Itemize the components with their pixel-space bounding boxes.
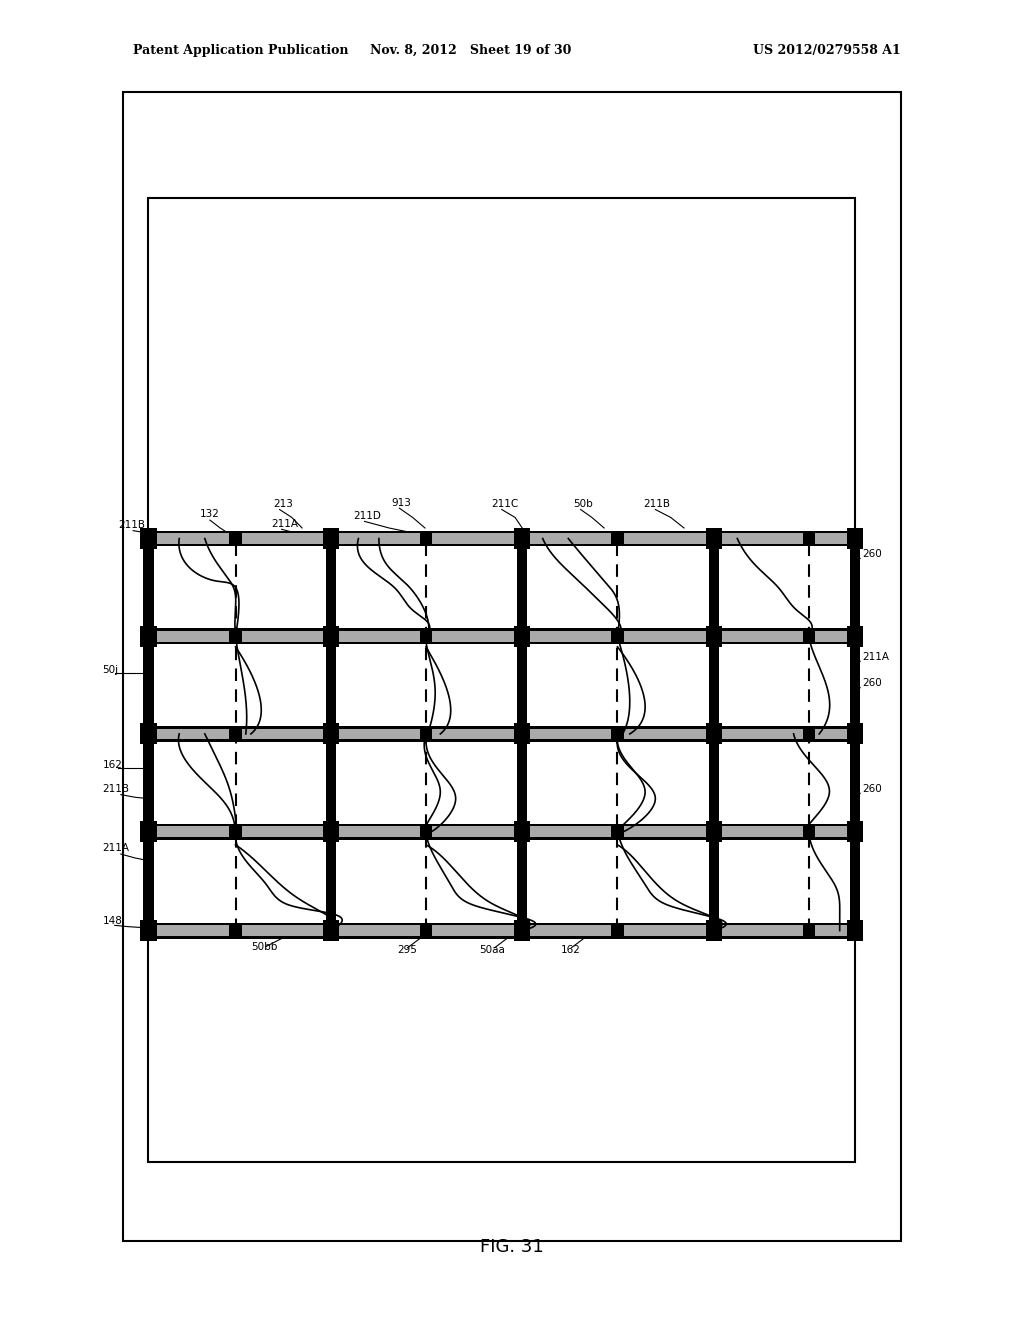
FancyBboxPatch shape <box>709 539 719 931</box>
Text: US 2012/0279558 A1: US 2012/0279558 A1 <box>754 44 901 57</box>
FancyBboxPatch shape <box>847 626 863 647</box>
FancyBboxPatch shape <box>140 723 157 744</box>
FancyBboxPatch shape <box>420 923 432 939</box>
FancyBboxPatch shape <box>229 923 242 939</box>
FancyBboxPatch shape <box>514 821 530 842</box>
Text: 213: 213 <box>273 499 293 510</box>
FancyBboxPatch shape <box>140 528 157 549</box>
FancyBboxPatch shape <box>140 920 157 941</box>
FancyBboxPatch shape <box>706 920 722 941</box>
FancyBboxPatch shape <box>706 821 722 842</box>
FancyBboxPatch shape <box>611 824 624 840</box>
FancyBboxPatch shape <box>803 824 815 840</box>
FancyBboxPatch shape <box>148 533 855 544</box>
FancyBboxPatch shape <box>326 539 336 931</box>
FancyBboxPatch shape <box>803 726 815 742</box>
Text: 211B: 211B <box>118 520 144 531</box>
Text: 211D: 211D <box>353 511 381 521</box>
FancyBboxPatch shape <box>847 821 863 842</box>
FancyBboxPatch shape <box>420 726 432 742</box>
FancyBboxPatch shape <box>706 528 722 549</box>
FancyBboxPatch shape <box>229 531 242 546</box>
Text: Nov. 8, 2012   Sheet 19 of 30: Nov. 8, 2012 Sheet 19 of 30 <box>371 44 571 57</box>
Text: 50bb: 50bb <box>251 942 278 953</box>
FancyBboxPatch shape <box>514 723 530 744</box>
Text: 211A: 211A <box>102 843 129 854</box>
FancyBboxPatch shape <box>611 923 624 939</box>
FancyBboxPatch shape <box>514 626 530 647</box>
Text: 211A: 211A <box>862 652 889 663</box>
FancyBboxPatch shape <box>229 726 242 742</box>
Text: Patent Application Publication: Patent Application Publication <box>133 44 348 57</box>
Text: 50aa: 50aa <box>479 945 505 956</box>
Text: 211B: 211B <box>643 499 670 510</box>
Text: 260: 260 <box>862 678 882 689</box>
FancyBboxPatch shape <box>420 628 432 644</box>
FancyBboxPatch shape <box>148 826 855 837</box>
FancyBboxPatch shape <box>148 631 855 642</box>
FancyBboxPatch shape <box>323 821 339 842</box>
FancyBboxPatch shape <box>847 920 863 941</box>
FancyBboxPatch shape <box>148 729 855 739</box>
Text: 211C: 211C <box>492 499 519 510</box>
Text: 913: 913 <box>391 498 411 508</box>
FancyBboxPatch shape <box>229 628 242 644</box>
FancyBboxPatch shape <box>803 628 815 644</box>
FancyBboxPatch shape <box>148 824 855 840</box>
Text: FIG. 31: FIG. 31 <box>480 1238 544 1257</box>
FancyBboxPatch shape <box>148 931 855 1162</box>
FancyBboxPatch shape <box>148 531 855 546</box>
FancyBboxPatch shape <box>323 626 339 647</box>
FancyBboxPatch shape <box>323 920 339 941</box>
FancyBboxPatch shape <box>514 920 530 941</box>
Text: 162: 162 <box>102 760 122 771</box>
Text: 260: 260 <box>862 784 882 795</box>
FancyBboxPatch shape <box>148 925 855 936</box>
Text: 211B: 211B <box>102 784 129 795</box>
FancyBboxPatch shape <box>148 198 855 535</box>
Text: 211A: 211A <box>271 519 298 529</box>
FancyBboxPatch shape <box>517 539 527 931</box>
FancyBboxPatch shape <box>803 531 815 546</box>
FancyBboxPatch shape <box>148 923 855 939</box>
FancyBboxPatch shape <box>140 626 157 647</box>
FancyBboxPatch shape <box>148 539 855 931</box>
Text: 132: 132 <box>200 510 219 520</box>
FancyBboxPatch shape <box>611 628 624 644</box>
FancyBboxPatch shape <box>847 723 863 744</box>
Text: 260: 260 <box>862 549 882 560</box>
FancyBboxPatch shape <box>143 539 154 931</box>
Text: 50j: 50j <box>102 665 119 676</box>
Text: 148: 148 <box>102 916 122 927</box>
FancyBboxPatch shape <box>323 723 339 744</box>
FancyBboxPatch shape <box>847 528 863 549</box>
FancyBboxPatch shape <box>323 528 339 549</box>
FancyBboxPatch shape <box>514 528 530 549</box>
FancyBboxPatch shape <box>148 628 855 644</box>
FancyBboxPatch shape <box>611 531 624 546</box>
FancyBboxPatch shape <box>706 626 722 647</box>
Text: 295: 295 <box>397 945 417 956</box>
FancyBboxPatch shape <box>140 821 157 842</box>
FancyBboxPatch shape <box>803 923 815 939</box>
FancyBboxPatch shape <box>611 726 624 742</box>
Text: 162: 162 <box>561 945 581 956</box>
FancyBboxPatch shape <box>420 824 432 840</box>
FancyBboxPatch shape <box>420 531 432 546</box>
FancyBboxPatch shape <box>706 723 722 744</box>
Text: 50b: 50b <box>573 499 593 510</box>
FancyBboxPatch shape <box>148 726 855 742</box>
FancyBboxPatch shape <box>229 824 242 840</box>
FancyBboxPatch shape <box>123 92 901 1241</box>
FancyBboxPatch shape <box>850 539 860 931</box>
